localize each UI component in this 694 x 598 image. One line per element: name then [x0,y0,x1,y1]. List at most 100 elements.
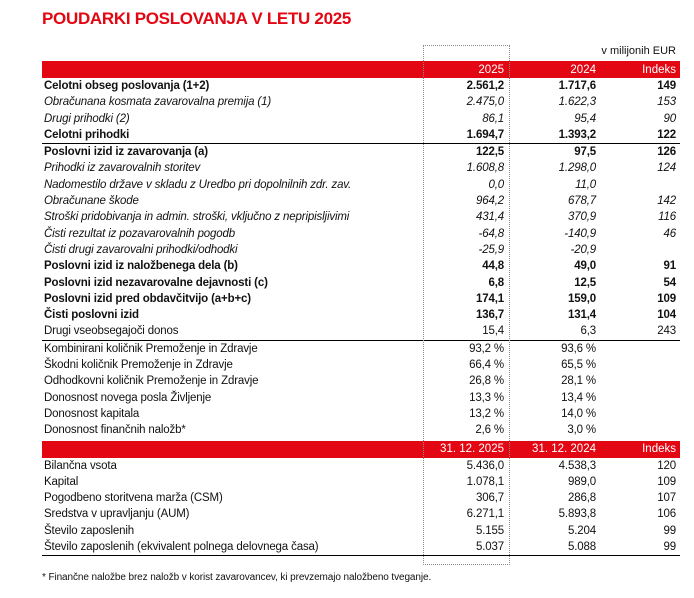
value-2025: 1.608,8 [466,162,504,175]
value-index: 107 [657,492,676,505]
value-2025: -64,8 [478,227,505,240]
value-2024: 1.393,2 [558,128,596,141]
table-row: Škodni količnik Premoženje in Zdravje 66,… [42,357,680,373]
row-label: Čisti rezultat iz pozavarovalnih pogodb [44,227,236,240]
value-2024: 1.717,6 [558,80,596,92]
row-label: Donosnost novega posla Življenje [44,391,212,404]
row-label: Stroški pridobivanja in admin. stroški, … [44,211,350,224]
row-label: Sredstva v upravljanju (AUM) [44,508,190,521]
header-31-12-2024-column: 31. 12. 2024 [532,443,596,456]
row-label: Število zaposlenih (ekvivalent polnega d… [44,541,319,554]
row-label: Nadomestilo države v skladu z Uredbo pri… [44,178,352,191]
value-2025: 86,1 [482,112,504,125]
table-row: Poslovni izid pred obdavčitvijo (a+b+c) 1… [42,291,680,307]
value-2025: 44,8 [482,260,504,273]
value-index: 120 [657,459,676,472]
page-title: POUDARKI POSLOVANJA V LETU 2025 [42,9,352,28]
value-2024: 28,1 % [561,375,596,388]
value-2025: 5.037 [475,541,504,554]
value-2024: 159,0 [567,292,596,305]
value-2024: 5.893,8 [558,508,596,521]
header-2024-column: 2024 [570,63,596,76]
table-row: Kapital 1.078,1 989,0 109 [42,474,680,490]
value-2024: 6,3 [580,325,596,338]
row-label: Obračunane škode [44,195,139,208]
table-row: Prihodki iz zavarovalnih storitev 1.608,8… [42,160,680,176]
table-section: Bilančna vsota 5.436,0 4.538,3 120 Kapital 1.… [42,458,680,556]
row-label: Donosnost kapitala [44,407,140,420]
value-index: 99 [663,524,677,537]
row-label: Celotni obseg poslovanja (1+2) [44,80,210,92]
value-2024: 678,7 [567,195,596,208]
table-row: Donosnost finančnih naložb* 2,6 % 3,0 % [42,422,680,438]
table-row: Poslovni izid iz zavarovanja (a) 122,5 97,… [42,144,680,160]
header-31-12-2025-column: 31. 12. 2025 [440,443,504,456]
value-index: 46 [663,227,677,240]
value-2025: 5.155 [475,524,504,537]
table-row: Donosnost novega posla Življenje 13,3 % 13… [42,390,680,406]
table-row: Donosnost kapitala 13,2 % 14,0 % [42,406,680,422]
value-2024: 370,9 [567,211,596,224]
table-row: Poslovni izid iz naložbenega dela (b) 44,… [42,258,680,274]
table-row: Število zaposlenih 5.155 5.204 99 [42,523,680,539]
row-label: Kombinirani količnik Premoženje in Zdrav… [44,342,258,355]
value-index: 124 [657,162,676,175]
header-index-column: Indeks [642,443,676,456]
units-label: v milijonih EUR [601,45,676,57]
value-2024: 5.204 [567,524,596,537]
value-2024: 989,0 [567,475,596,488]
table-row: Celotni prihodki 1.694,7 1.393,2 122 [42,127,680,143]
row-label: Prihodki iz zavarovalnih storitev [44,162,201,175]
value-2025: 136,7 [475,309,504,322]
value-2024: 12,5 [574,276,596,289]
table-section: Celotni obseg poslovanja (1+2) 2.561,2 1.7… [42,78,680,143]
value-index: 90 [663,112,677,125]
value-2024: 13,4 % [561,391,596,404]
value-2025: 15,4 [482,325,504,338]
value-2025: 964,2 [475,195,504,208]
table-row: Čisti drugi zavarovalni prihodki/odhodki… [42,242,680,258]
row-label: Poslovni izid pred obdavčitvijo (a+b+c) [44,292,251,305]
row-label: Celotni prihodki [44,128,130,141]
table-row: Drugi vseobsegajoči donos 15,4 6,3 243 [42,323,680,339]
value-index: 153 [657,96,676,109]
value-index: 149 [657,80,676,92]
value-2024: 5.088 [567,541,596,554]
table-row: Čisti rezultat iz pozavarovalnih pogodb -… [42,226,680,242]
table-row: Celotni obseg poslovanja (1+2) 2.561,2 1.7… [42,78,680,94]
value-2025: 6.271,1 [466,508,504,521]
row-label: Čisti poslovni izid [44,309,139,322]
highlights-table: v milijonih EUR 2025 2024 Indeks Celotni… [42,44,680,557]
value-2024: 95,4 [574,112,596,125]
value-2024: 93,6 % [561,342,596,355]
row-label: Poslovni izid iz zavarovanja (a) [44,146,208,159]
row-label: Škodni količnik Premoženje in Zdravje [44,359,233,372]
value-2024: 3,0 % [567,424,596,437]
header-2025-column: 2025 [478,63,504,76]
row-label: Donosnost finančnih naložb* [44,424,186,437]
value-2024: 14,0 % [561,407,596,420]
value-2025: 6,8 [488,276,504,289]
row-label: Drugi prihodki (2) [44,112,130,125]
value-2025: 1.694,7 [466,128,504,141]
table-row: Poslovni izid nezavarovalne dejavnosti (… [42,275,680,291]
value-2025: -25,9 [478,243,505,256]
row-label: Obračunana kosmata zavarovalna premija (… [44,96,272,109]
value-2024: 131,4 [567,309,596,322]
value-2024: 65,5 % [561,359,596,372]
value-index: 109 [657,292,676,305]
value-2025: 0,0 [488,178,504,191]
row-label: Odhodkovni količnik Premoženje in Zdravj… [44,375,259,388]
value-index: 243 [657,325,676,338]
value-index: 91 [663,260,677,273]
value-index: 126 [657,146,676,159]
table-row: Kombinirani količnik Premoženje in Zdrav… [42,341,680,357]
value-2025: 26,8 % [469,375,504,388]
value-2024: 97,5 [574,146,596,159]
table-row: Odhodkovni količnik Premoženje in Zdravj… [42,373,680,389]
value-2025: 13,3 % [469,391,504,404]
table-row: Drugi prihodki (2) 86,1 95,4 90 [42,111,680,127]
value-index: 106 [657,508,676,521]
value-index: 116 [658,211,676,224]
value-2024: -140,9 [564,227,596,240]
